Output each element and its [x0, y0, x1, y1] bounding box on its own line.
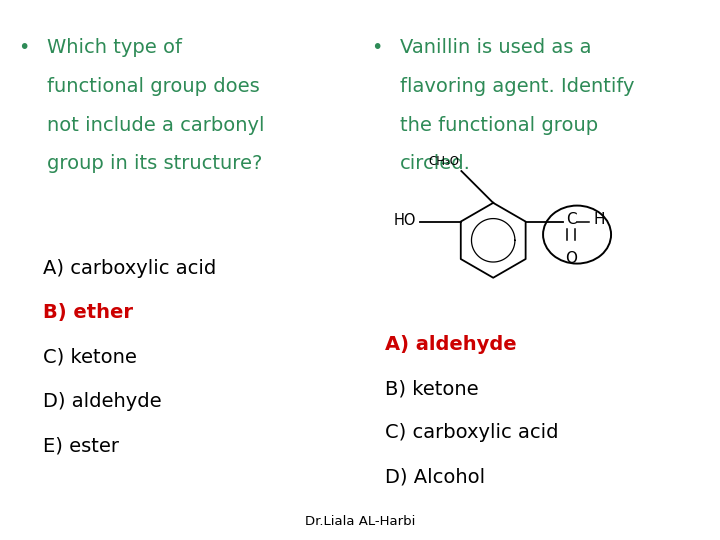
Text: not include a carbonyl: not include a carbonyl [47, 116, 264, 134]
Text: A) aldehyde: A) aldehyde [385, 335, 517, 354]
Text: C) carboxylic acid: C) carboxylic acid [385, 423, 559, 442]
Text: •: • [18, 38, 30, 57]
Text: B) ether: B) ether [43, 303, 133, 322]
Text: group in its structure?: group in its structure? [47, 154, 262, 173]
Text: A) carboxylic acid: A) carboxylic acid [43, 259, 217, 278]
Text: •: • [371, 38, 382, 57]
Text: O: O [565, 251, 577, 266]
Text: D) aldehyde: D) aldehyde [43, 392, 162, 411]
Text: flavoring agent. Identify: flavoring agent. Identify [400, 77, 634, 96]
Text: Which type of: Which type of [47, 38, 181, 57]
Text: H: H [593, 212, 605, 227]
Text: functional group does: functional group does [47, 77, 259, 96]
Text: C) ketone: C) ketone [43, 348, 137, 367]
Text: HO: HO [394, 213, 417, 228]
Text: Vanillin is used as a: Vanillin is used as a [400, 38, 591, 57]
Text: E) ester: E) ester [43, 436, 120, 455]
Text: B) ketone: B) ketone [385, 379, 479, 398]
Text: circled.: circled. [400, 154, 470, 173]
Text: Dr.Liala AL-Harbi: Dr.Liala AL-Harbi [305, 515, 415, 528]
Text: D) Alcohol: D) Alcohol [385, 468, 485, 487]
Text: C: C [566, 212, 577, 227]
Text: CH₃O: CH₃O [428, 155, 459, 168]
Text: the functional group: the functional group [400, 116, 598, 134]
